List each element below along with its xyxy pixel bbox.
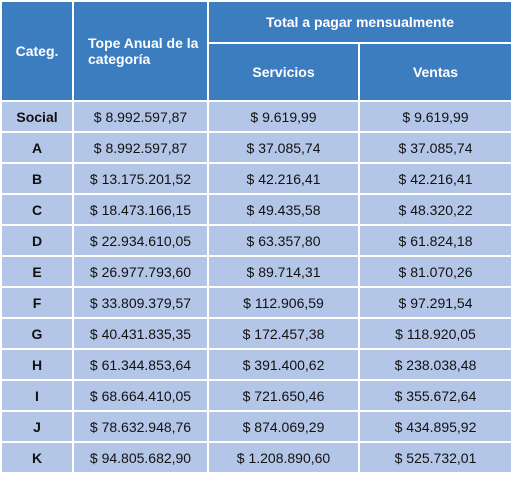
category-cell: G	[0, 317, 74, 350]
services-cell: $ 112.906,59	[207, 286, 360, 319]
services-cell: $ 42.216,41	[207, 162, 360, 195]
sales-cell: $ 37.085,74	[357, 131, 511, 164]
category-cell: J	[0, 410, 74, 443]
services-cell: $ 9.619,99	[207, 100, 360, 133]
sales-cell: $ 48.320,22	[357, 193, 511, 226]
services-cell: $ 1.208.890,60	[207, 441, 360, 474]
fee-table: Categ. Tope Anual de la categoría Total …	[0, 0, 511, 474]
table-row: E $ 26.977.793,60 $ 89.714,31 $ 81.070,26	[0, 255, 511, 288]
category-cell: K	[0, 441, 74, 474]
table-row: J $ 78.632.948,76 $ 874.069,29 $ 434.895,92	[0, 410, 511, 443]
table-row: D $ 22.934.610,05 $ 63.357,80 $ 61.824,18	[0, 224, 511, 257]
header-services: Servicios	[207, 42, 360, 102]
table-body: Social $ 8.992.597,87 $ 9.619,99 $ 9.619,99…	[0, 100, 511, 474]
sales-cell: $ 9.619,99	[357, 100, 511, 133]
services-cell: $ 89.714,31	[207, 255, 360, 288]
table-row: G $ 40.431.835,35 $ 172.457,38 $ 118.920,05	[0, 317, 511, 350]
table-row: A $ 8.992.597,87 $ 37.085,74 $ 37.085,74	[0, 131, 511, 164]
annual-cap-cell: $ 78.632.948,76	[72, 410, 209, 443]
table-row: F $ 33.809.379,57 $ 112.906,59 $ 97.291,54	[0, 286, 511, 319]
sales-cell: $ 97.291,54	[357, 286, 511, 319]
sales-cell: $ 355.672,64	[357, 379, 511, 412]
services-cell: $ 37.085,74	[207, 131, 360, 164]
annual-cap-cell: $ 22.934.610,05	[72, 224, 209, 257]
category-cell: I	[0, 379, 74, 412]
header-sales: Ventas	[357, 42, 511, 102]
services-cell: $ 721.650,46	[207, 379, 360, 412]
table-row: I $ 68.664.410,05 $ 721.650,46 $ 355.672,64	[0, 379, 511, 412]
sales-cell: $ 42.216,41	[357, 162, 511, 195]
table-row: K $ 94.805.682,90 $ 1.208.890,60 $ 525.732,…	[0, 441, 511, 474]
sales-cell: $ 81.070,26	[357, 255, 511, 288]
annual-cap-cell: $ 26.977.793,60	[72, 255, 209, 288]
header-category: Categ.	[0, 0, 74, 102]
services-cell: $ 874.069,29	[207, 410, 360, 443]
annual-cap-cell: $ 68.664.410,05	[72, 379, 209, 412]
table-row: B $ 13.175.201,52 $ 42.216,41 $ 42.216,41	[0, 162, 511, 195]
header-monthly-total: Total a pagar mensualmente	[206, 0, 511, 44]
category-cell: A	[0, 131, 74, 164]
annual-cap-cell: $ 33.809.379,57	[72, 286, 209, 319]
sales-cell: $ 61.824,18	[357, 224, 511, 257]
services-cell: $ 63.357,80	[207, 224, 360, 257]
table-row: Social $ 8.992.597,87 $ 9.619,99 $ 9.619,99	[0, 100, 511, 133]
category-cell: C	[0, 193, 74, 226]
annual-cap-cell: $ 94.805.682,90	[72, 441, 209, 474]
category-cell: Social	[0, 100, 74, 133]
category-cell: E	[0, 255, 74, 288]
annual-cap-cell: $ 18.473.166,15	[72, 193, 209, 226]
annual-cap-cell: $ 40.431.835,35	[72, 317, 209, 350]
sales-cell: $ 434.895,92	[357, 410, 511, 443]
services-cell: $ 172.457,38	[207, 317, 360, 350]
table-row: H $ 61.344.853,64 $ 391.400,62 $ 238.038,48	[0, 348, 511, 381]
category-cell: B	[0, 162, 74, 195]
category-cell: F	[0, 286, 74, 319]
sales-cell: $ 118.920,05	[357, 317, 511, 350]
annual-cap-cell: $ 61.344.853,64	[72, 348, 209, 381]
sales-cell: $ 238.038,48	[357, 348, 511, 381]
services-cell: $ 391.400,62	[207, 348, 360, 381]
category-cell: H	[0, 348, 74, 381]
category-cell: D	[0, 224, 74, 257]
table-row: C $ 18.473.166,15 $ 49.435,58 $ 48.320,22	[0, 193, 511, 226]
services-cell: $ 49.435,58	[207, 193, 360, 226]
header-annual-cap: Tope Anual de la categoría	[72, 0, 209, 102]
sales-cell: $ 525.732,01	[357, 441, 511, 474]
annual-cap-cell: $ 8.992.597,87	[72, 100, 209, 133]
annual-cap-cell: $ 8.992.597,87	[72, 131, 209, 164]
annual-cap-cell: $ 13.175.201,52	[72, 162, 209, 195]
